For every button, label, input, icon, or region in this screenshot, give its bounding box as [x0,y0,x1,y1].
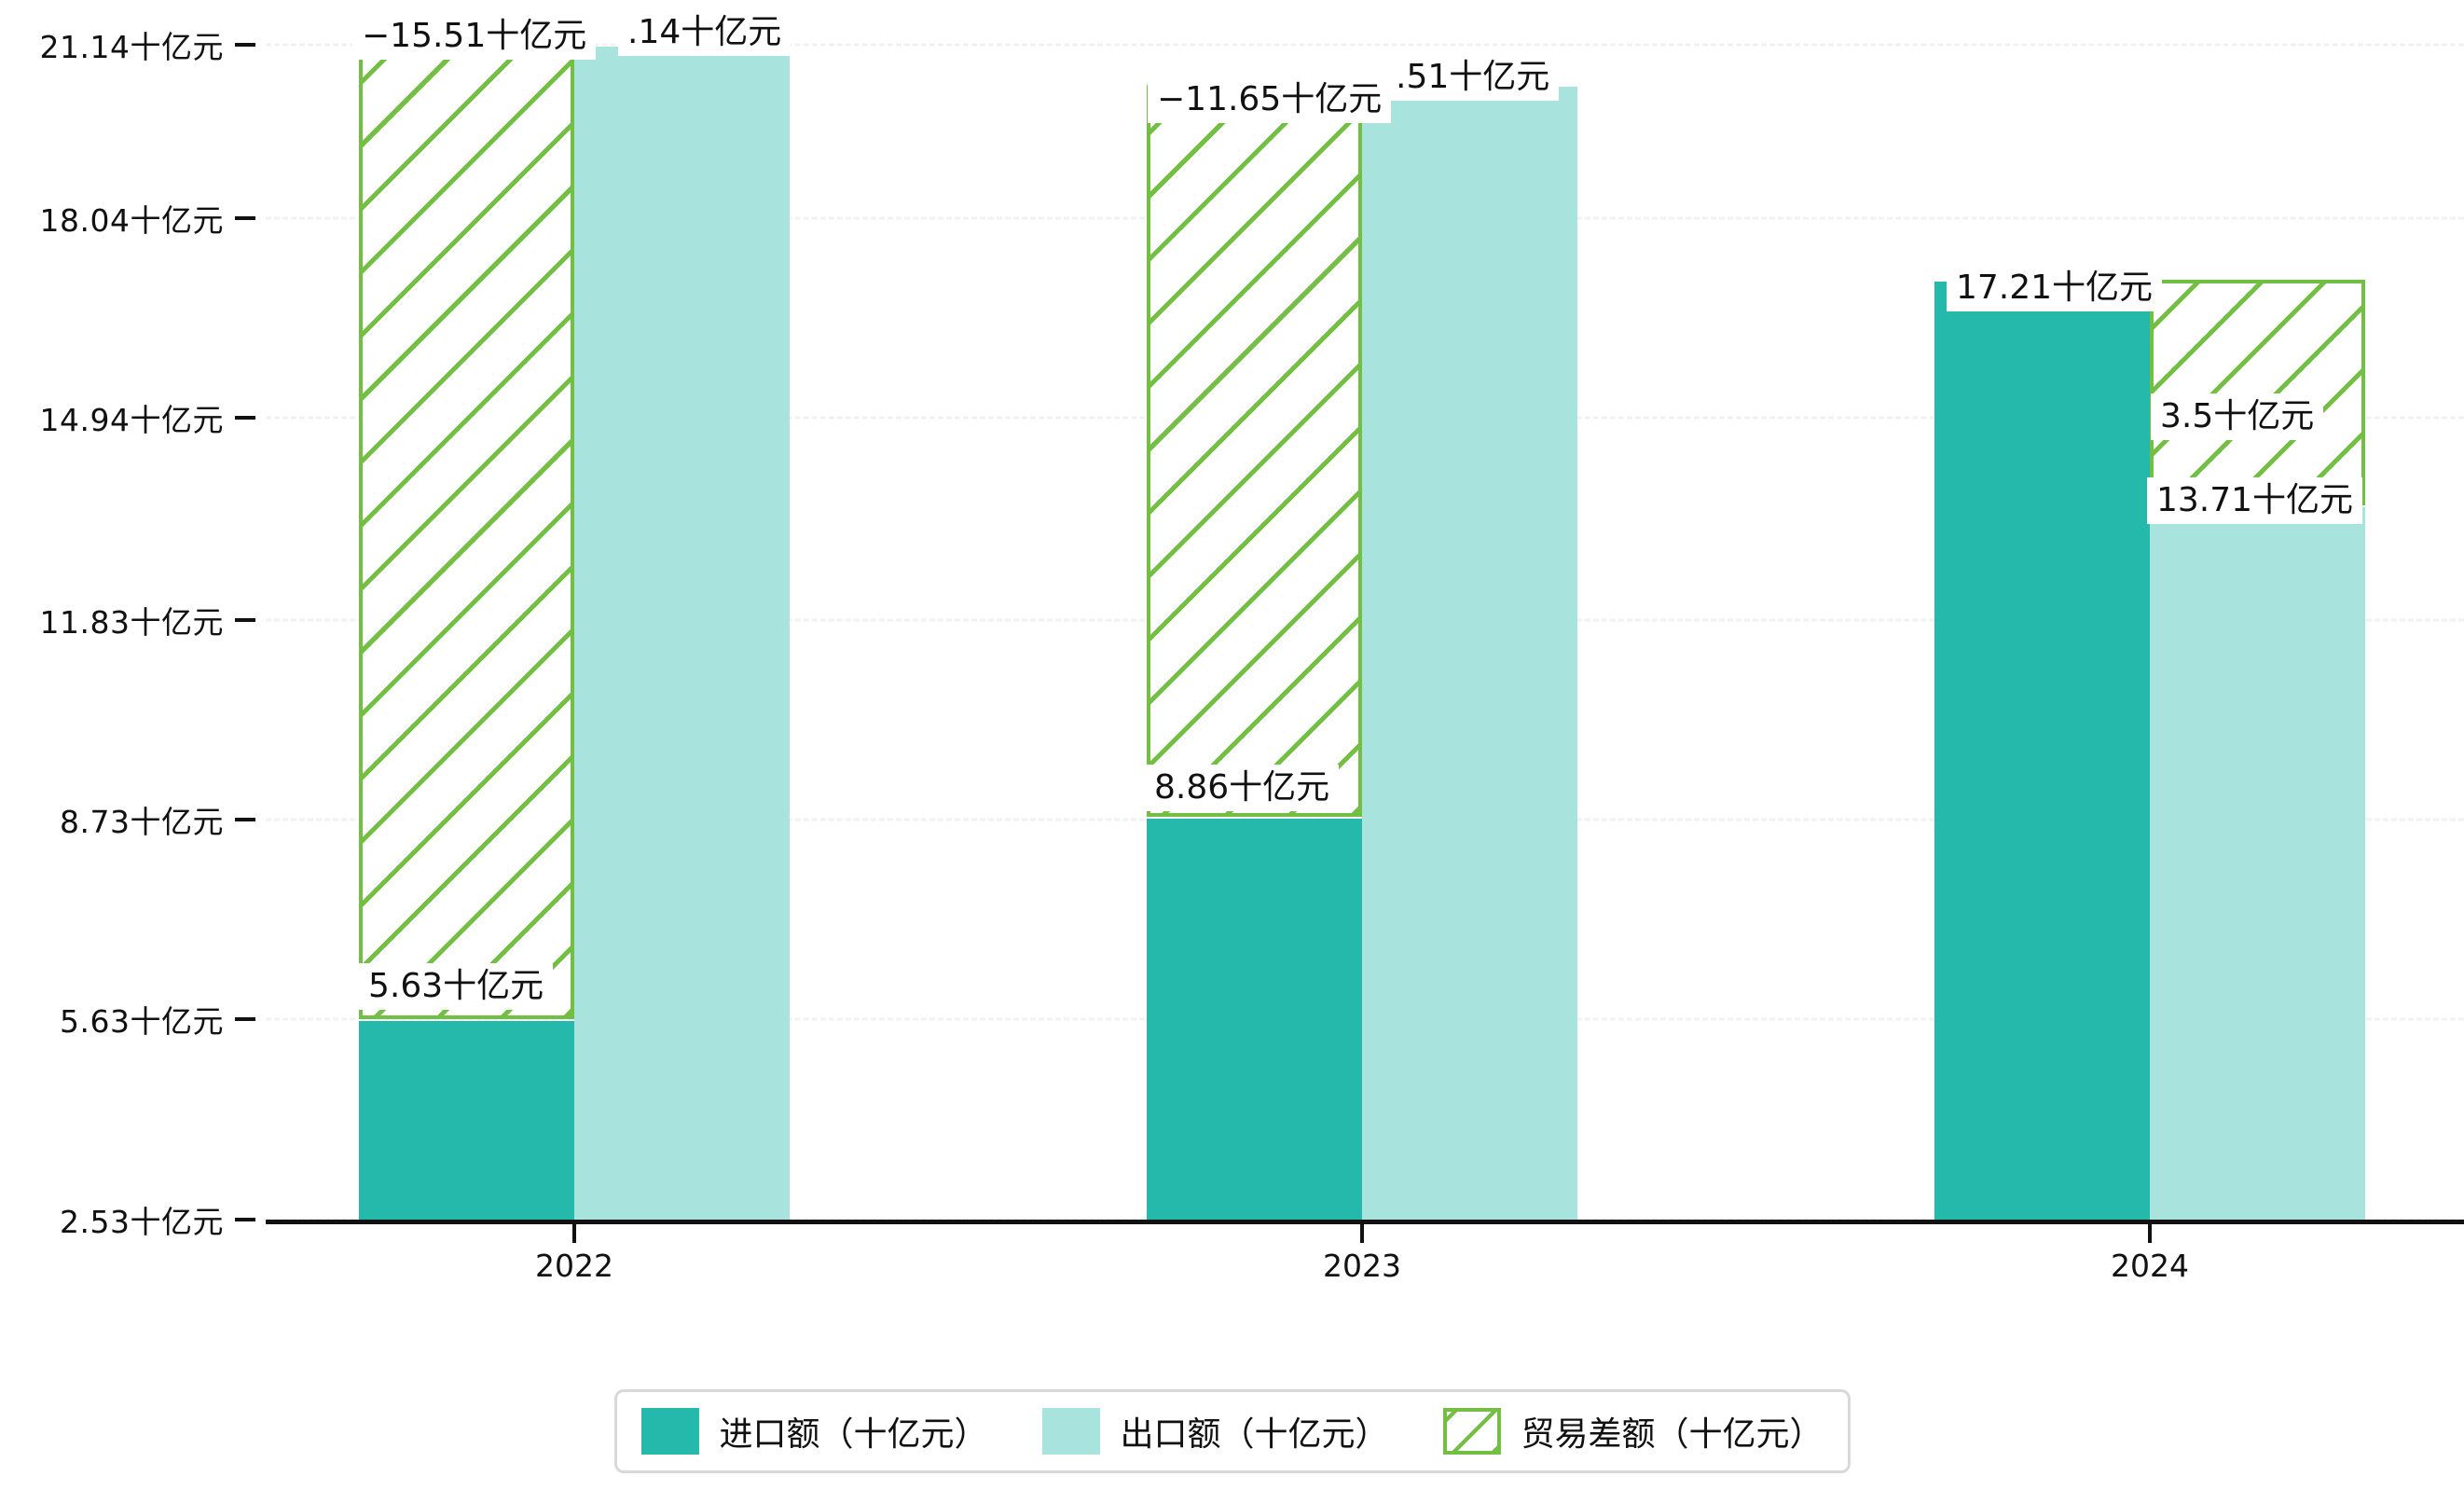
x-tick-mark-2023 [1360,1224,1364,1243]
y-tick-mark [235,1218,255,1221]
y-tick-label: 2.53十亿元 [60,1204,224,1240]
y-tick-label: 18.04十亿元 [39,202,224,239]
gridline [266,43,2464,47]
legend-label-import: 进口额（十亿元） [719,1415,988,1454]
bar-export-2024[interactable] [2150,507,2365,1221]
value-label-diff-2023: −11.65十亿元 [1148,76,1392,123]
x-tick-mark-2022 [572,1224,576,1243]
bar-diff-2024[interactable] [2150,280,2365,505]
legend-item-import[interactable]: 进口额（十亿元） [640,1407,987,1456]
value-label-export-2023: .51十亿元 [1386,54,1560,101]
y-tick-label: 11.83十亿元 [39,604,224,641]
value-label-import-2023: 8.86十亿元 [1145,765,1340,811]
value-label-export-2024: 13.71十亿元 [2147,477,2363,524]
value-label-import-2022: 5.63十亿元 [359,963,554,1010]
legend-label-export: 出口额（十亿元） [1120,1415,1389,1454]
bar-diff-2023[interactable] [1147,85,1362,817]
x-tick-label-2023: 2023 [1323,1248,1401,1284]
bar-export-2023[interactable] [1362,87,1577,1221]
legend-swatch-export-icon [1041,1408,1100,1455]
y-tick-mark [235,416,255,420]
x-axis-line [266,1220,2464,1224]
y-tick-label: 5.63十亿元 [60,1003,224,1040]
bar-import-2023[interactable] [1147,819,1362,1221]
bar-import-2022[interactable] [359,1021,574,1221]
x-tick-mark-2024 [2148,1224,2152,1243]
y-tick-mark [235,216,255,220]
y-tick-label: 8.73十亿元 [60,804,224,840]
value-label-diff-2022: −15.51十亿元 [352,13,597,60]
y-tick-mark [235,1017,255,1021]
y-tick-label: 21.14十亿元 [39,29,224,65]
legend-item-export[interactable]: 出口额（十亿元） [1041,1407,1389,1456]
legend-label-trade-balance: 贸易差额（十亿元） [1521,1415,1824,1454]
value-label-diff-2024: 3.5十亿元 [2151,393,2324,440]
plot-area [266,0,2464,1221]
y-axis: 21.14十亿元 18.04十亿元 14.94十亿元 11.83十亿元 8.73… [0,0,266,1490]
value-label-export-2022: .14十亿元 [618,9,792,56]
y-tick-mark [235,818,255,821]
x-tick-label-2024: 2024 [2111,1248,2189,1284]
y-tick-label: 14.94十亿元 [39,402,224,438]
bar-export-2022[interactable] [574,47,790,1221]
x-tick-label-2022: 2022 [535,1248,613,1284]
legend-swatch-trade-balance-icon [1442,1408,1501,1455]
legend-item-trade-balance[interactable]: 贸易差额（十亿元） [1442,1407,1824,1456]
legend-swatch-import-icon [640,1408,699,1455]
y-tick-mark [235,618,255,622]
chart-legend: 进口额（十亿元） 出口额（十亿元） 贸易差额（十亿元） [613,1389,1851,1473]
bar-import-2024[interactable] [1934,282,2150,1221]
bar-diff-2022[interactable] [359,45,574,1019]
value-label-import-2024: 17.21十亿元 [1947,265,2163,311]
y-tick-mark [235,43,255,47]
